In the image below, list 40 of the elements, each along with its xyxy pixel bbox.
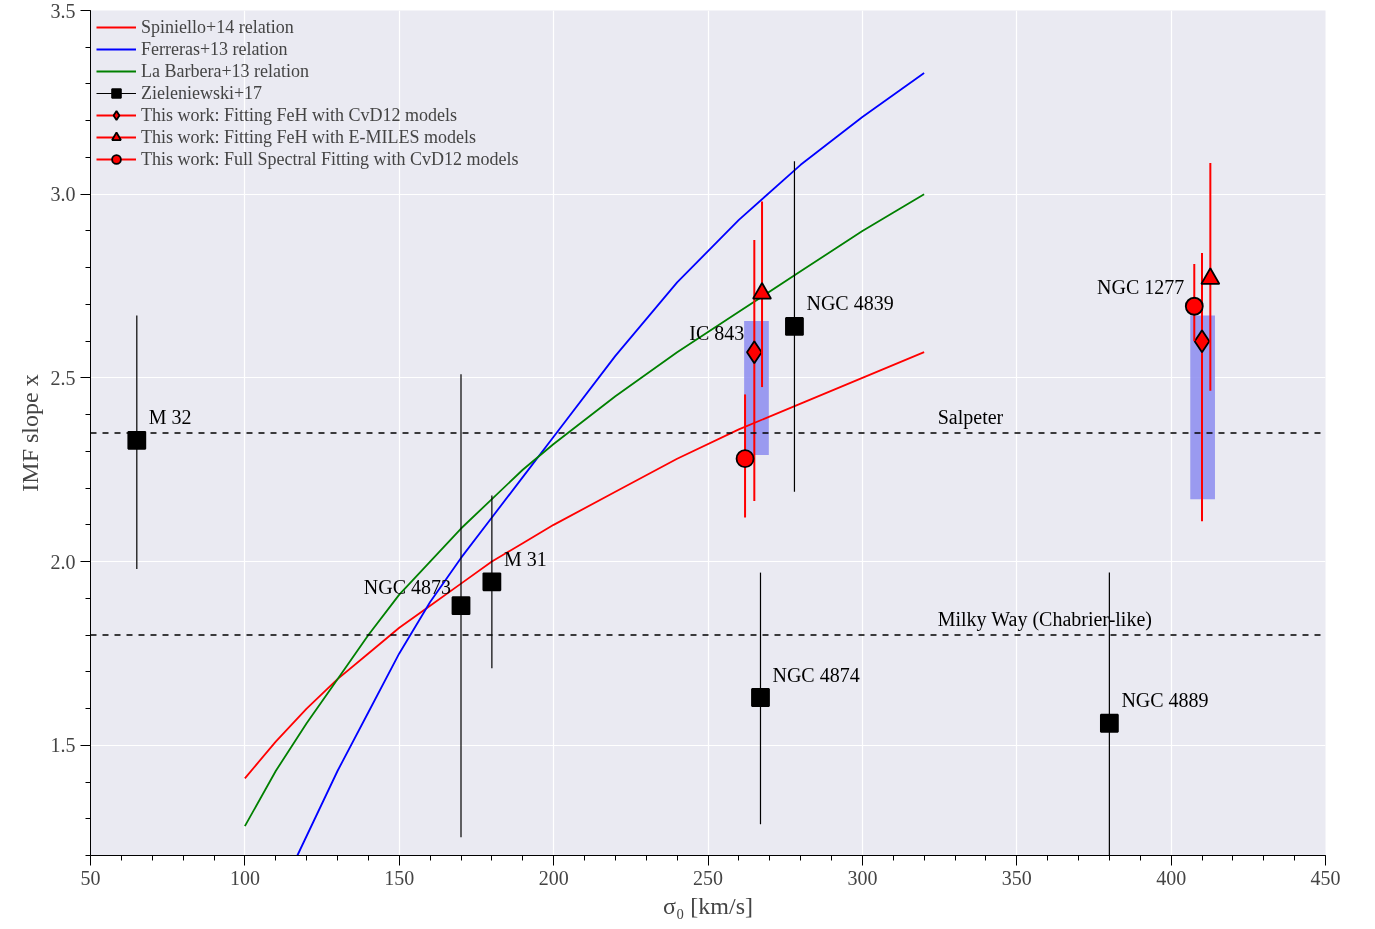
point	[127, 430, 147, 450]
x-tick-label: 100	[229, 866, 260, 889]
annotation: M 32	[148, 406, 192, 429]
annotation: NGC 4874	[772, 663, 860, 686]
legend-label: This work: Full Spectral Fitting with CvD12 models	[141, 148, 519, 170]
x-tick-label: 50	[80, 866, 101, 889]
legend-label: Zieleniewski+17	[141, 82, 263, 104]
annotation: NGC 4839	[806, 292, 894, 315]
x-axis-title: σ₀ [km/s]	[663, 892, 753, 919]
line-series	[243, 193, 926, 828]
annotation: M 31	[503, 547, 547, 570]
point	[785, 317, 804, 336]
point	[482, 572, 502, 592]
legend-label: Spiniello+14 relation	[141, 16, 294, 38]
ref-line-label: Salpeter	[937, 406, 1004, 429]
legend-label: Ferreras+13 relation	[141, 38, 288, 60]
y-axis-title: IMF slope x	[16, 374, 43, 492]
x-tick-label: 350	[1001, 866, 1032, 889]
legend-label: This work: Fitting FeH with CvD12 models	[141, 104, 458, 126]
point	[751, 688, 770, 707]
legend-label: La Barbera+13 relation	[141, 60, 310, 82]
point	[1184, 296, 1204, 316]
x-tick-label: 300	[847, 866, 878, 889]
y-tick-label: 2.0	[50, 550, 76, 573]
y-tick-label: 2.5	[50, 366, 76, 389]
point	[735, 449, 755, 469]
point	[1193, 329, 1211, 354]
annotation: NGC 1277	[1097, 276, 1185, 299]
x-tick-label: 450	[1310, 866, 1341, 889]
x-tick-label: 250	[693, 866, 723, 889]
x-tick-label: 400	[1156, 866, 1187, 889]
y-tick-label: 3.0	[50, 183, 76, 206]
legend-label: This work: Fitting FeH with E-MILES models	[141, 126, 476, 148]
x-tick-label: 200	[538, 866, 569, 889]
y-tick-label: 1.5	[50, 734, 76, 757]
annotation: NGC 4889	[1121, 689, 1209, 712]
point	[451, 596, 471, 616]
point	[1099, 713, 1119, 733]
x-tick-label: 150	[384, 866, 415, 889]
y-tick-label: 3.5	[50, 0, 76, 22]
